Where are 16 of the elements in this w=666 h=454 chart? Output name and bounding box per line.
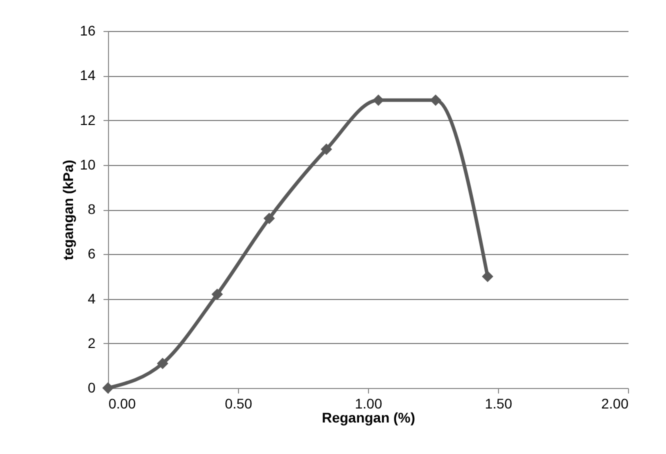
- x-tick-label: 2.00: [601, 396, 629, 412]
- y-tick-label: 14: [80, 67, 96, 84]
- x-tick-label: 1.50: [484, 396, 512, 412]
- y-tick-label: 4: [88, 290, 96, 306]
- x-tick-label: 1.00: [354, 396, 382, 412]
- y-axis-title: tegangan (kPa): [60, 160, 76, 260]
- y-tick-label: 6: [88, 246, 96, 262]
- x-axis-title: Regangan (%): [322, 410, 416, 426]
- y-tick-label: 0: [88, 380, 96, 396]
- x-tick-label: 0.50: [224, 396, 252, 412]
- y-tick-label: 12: [80, 112, 96, 128]
- x-tick-label: 0.00: [108, 396, 136, 412]
- y-tick-label: 2: [88, 334, 96, 351]
- y-tick-label: 10: [80, 156, 96, 172]
- y-tick-label: 8: [88, 201, 96, 217]
- y-tick-label: 16: [80, 22, 96, 38]
